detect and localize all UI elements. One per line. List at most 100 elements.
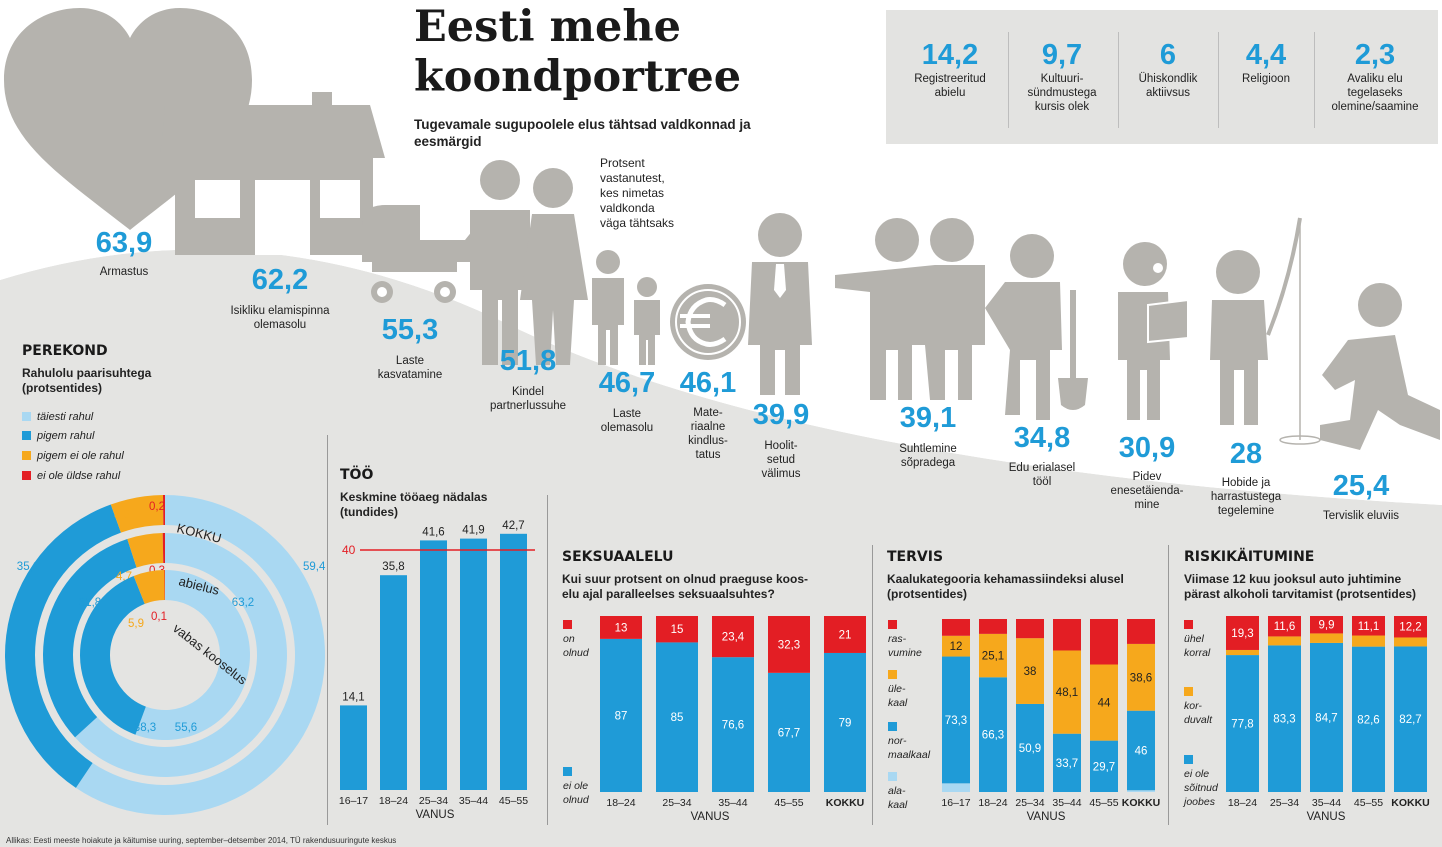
seksChart-value-label: 79 [839,717,852,729]
riskChart-legend-label: duvalt [1184,714,1213,726]
seksChart-segment [824,652,866,792]
riskChart-value-label: 82,7 [1399,714,1421,726]
tervisChart-legend-swatch [888,722,897,731]
source-note: Allikas: Eesti meeste hoiakute ja käitum… [6,836,397,845]
seksChart-axis-title: VANUS [691,811,730,823]
riskChart-value-label: 9,9 [1319,620,1335,632]
tervis-subtitle: Kaalukategooria kehamassiindeksi alusel … [887,572,1124,601]
tervisChart-segment [942,656,970,784]
priority-value-appearance: 39,9 [752,399,810,431]
priority-label-self-improvement: Pidev enesetäienda- mine [1110,471,1184,511]
man-with-tie-icon [748,213,812,395]
priority-label-raising-children: Laste kasvatamine [377,355,443,381]
tervisChart-value-label: 46 [1135,745,1148,757]
tervisChart-segment [942,783,970,792]
riskChart-value-label: 11,6 [1274,621,1296,633]
tervisChart-legend-swatch [888,772,897,781]
priority-value-healthy-lifestyle: 25,4 [1332,470,1390,502]
tervisChart-legend-label: ala- [888,785,906,797]
tervisChart-segment [1127,643,1155,711]
priority-label-partnership: Kindel partnerlussuhe [489,386,567,412]
seksChart-segment [656,642,698,792]
seksChart-segment [768,672,810,792]
tervisChart-category-label: 35–44 [1052,797,1081,809]
too-value-label: 14,1 [342,691,364,703]
too-value-label: 41,9 [462,525,484,537]
riskChart-legend-swatch [1184,755,1193,764]
donut-value-label: 0,1 [151,611,167,623]
seksChart-value-label: 23,4 [722,632,745,644]
divider-4 [1168,545,1169,825]
seksChart-value-label: 13 [615,622,628,634]
tervis-stacked-chart: 73,3 12 16–17 66,3 25,1 18–24 50,9 38 25–34 33,7 4… [888,619,1160,823]
tervisChart-legend-label: maalkaal [888,749,931,761]
tervisChart-segment [1090,664,1118,741]
priority-value-housing: 62,2 [251,264,309,296]
seksChart-category-label: KOKKU [826,797,865,809]
too-axis-title: VANUS [416,809,455,821]
priority-label-appearance: Hoolit- setud välimus [761,440,801,480]
perekond-subtitle: Rahulolu paarisuhtega (protsentides) [22,366,152,395]
too-value-label: 35,8 [382,561,404,573]
priority-value-partnership: 51,8 [499,345,557,377]
low-priorities-box: 14,2 Registreeritud abielu 9,7 Kultuuri-… [886,10,1438,144]
donut-segment [75,533,287,777]
donut-segment [127,533,164,568]
tervisChart-segment [942,635,970,657]
tervisChart-legend-label: nor- [888,735,907,747]
page-title: Eesti mehe koondportree [414,2,742,102]
perekond-legend-3: ei ole üldse rahul [22,470,120,482]
stat-civic-activity: 6 Ühiskondlik aktiivsus [1138,39,1198,99]
seksChart-value-label: 76,6 [722,720,744,732]
priority-label-friends: Suhtlemine sõpradega [899,443,957,469]
tervisChart-value-label: 29,7 [1093,761,1115,773]
tervisChart-segment [979,677,1007,792]
tervisChart-segment [1053,619,1081,651]
risk-stacked-chart: 77,8 19,3 18–24 83,3 11,6 25–34 84,7 9,9 35–44 82… [1182,616,1430,823]
divider-2 [547,495,548,825]
donut-segment [135,570,250,740]
riskChart-legend-label: ühel [1184,633,1205,645]
riskChart-segment [1394,637,1427,647]
tervisChart-value-label: 44 [1098,698,1111,710]
riskChart-category-label: KOKKU [1391,797,1430,809]
too-value-label: 41,6 [422,526,444,538]
seksChart-segment [656,616,698,643]
tervisChart-segment [1127,710,1155,791]
tervisChart-segment [1127,790,1155,792]
too-category-label: 18–24 [379,795,408,807]
house-icon [160,92,385,255]
riskChart-value-label: 84,7 [1315,712,1337,724]
tervisChart-category-label: 45–55 [1089,797,1118,809]
too-bar [500,533,527,790]
too-category-label: 45–55 [499,795,528,807]
tervisChart-value-label: 73,3 [945,715,967,727]
riskChart-segment [1226,655,1259,792]
tervisChart-segment [942,619,970,636]
tervisChart-segment [979,633,1007,678]
perekond-donut-chart: 59,435,15,30,263,231,84,70,355,638,35,90… [4,495,326,815]
seksChart-segment [712,616,754,658]
tervisChart-segment [1016,703,1044,792]
riskChart-segment [1268,645,1301,792]
donut-value-label: 5,3 [114,509,130,521]
tervisChart-legend-label: üle- [888,683,906,695]
riskChart-value-label: 82,6 [1357,714,1379,726]
respondent-note: Protsent vastanutest, kes nimetas valdko… [600,156,675,230]
divider-3 [872,545,873,825]
tervisChart-segment [1127,619,1155,644]
tervisChart-value-label: 12 [950,641,963,653]
riskChart-legend-label: joobes [1182,796,1216,808]
tervisChart-segment [1090,740,1118,792]
riskChart-value-label: 12,2 [1399,622,1421,634]
donut-segment [75,495,325,815]
couple-icon [470,160,588,365]
priority-value-having-children: 46,7 [598,367,656,399]
donut-value-label: 63,2 [232,597,254,609]
tervisChart-value-label: 38 [1024,666,1037,678]
riskChart-value-label: 83,3 [1273,714,1295,726]
seksChart-category-label: 18–24 [606,797,635,809]
priority-value-raising-children: 55,3 [381,314,439,346]
seksChart-value-label: 87 [615,710,628,722]
riskChart-segment [1310,642,1343,792]
